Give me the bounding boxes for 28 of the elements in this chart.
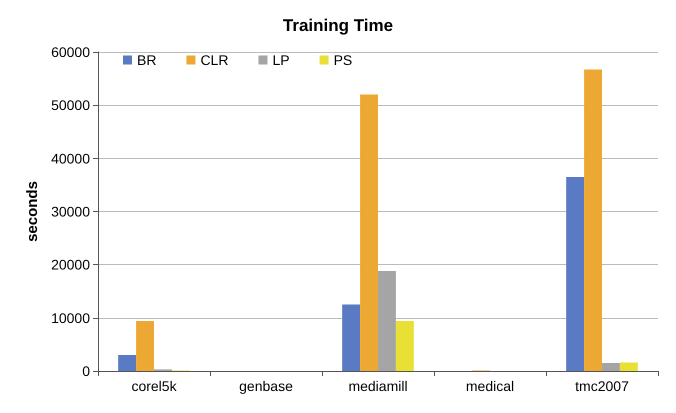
bar — [118, 355, 136, 371]
bar — [378, 271, 396, 371]
legend-label: BR — [137, 52, 156, 68]
bar — [620, 362, 638, 371]
x-tick-label: corel5k — [131, 378, 178, 394]
bar — [396, 321, 414, 371]
legend-label: CLR — [200, 52, 228, 68]
y-tick-label: 30000 — [51, 204, 90, 220]
y-tick-label: 0 — [82, 363, 90, 379]
y-tick-label: 20000 — [51, 256, 90, 273]
y-tick-label: 10000 — [51, 310, 90, 326]
legend-label: PS — [334, 52, 352, 68]
chart-title: Training Time — [282, 16, 394, 35]
bar — [566, 176, 584, 371]
bar — [136, 321, 154, 371]
y-tick-label: 50000 — [51, 97, 90, 114]
y-tick-label: 40000 — [51, 150, 90, 166]
x-tick-label: mediamill — [348, 378, 408, 394]
x-tick-label: medical — [466, 378, 514, 394]
bar — [342, 304, 360, 371]
x-tick-label: tmc2007 — [575, 378, 630, 394]
bar — [584, 70, 602, 371]
bar — [602, 363, 620, 371]
legend-label: LP — [272, 52, 290, 68]
y-axis-title: seconds — [24, 181, 41, 242]
x-tick-label: genbase — [239, 378, 294, 394]
y-tick-label: 60000 — [51, 44, 90, 60]
bar — [360, 94, 378, 371]
